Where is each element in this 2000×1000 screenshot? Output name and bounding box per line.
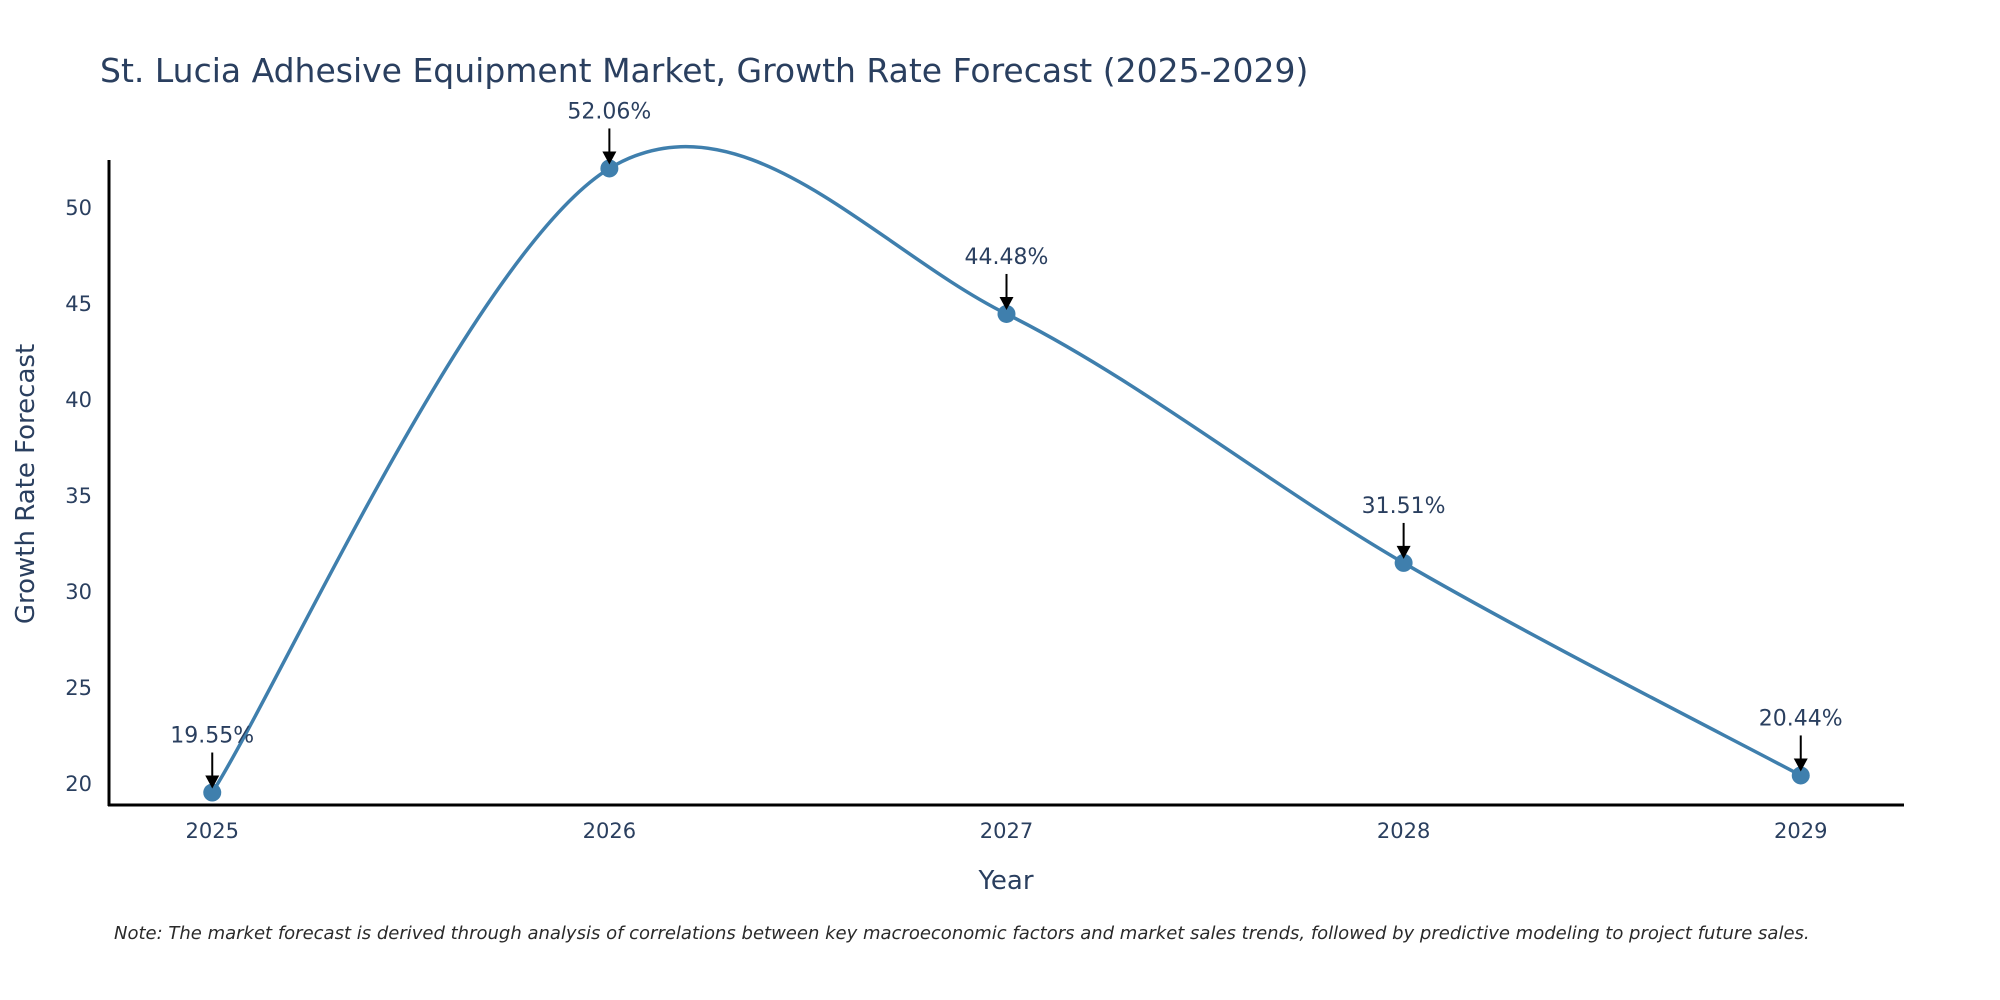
data-label: 44.48%	[965, 245, 1049, 270]
y-axis-title: Growth Rate Forecast	[11, 344, 41, 624]
annotation-arrow-head	[999, 296, 1014, 310]
y-tick-label: 20	[65, 772, 92, 796]
data-label: 19.55%	[170, 724, 254, 749]
data-annotation: 31.51%	[1362, 494, 1446, 559]
footnote: Note: The market forecast is derived thr…	[114, 923, 1810, 944]
y-axis-ticks: 20 25 30 35 40 45 50	[65, 196, 92, 796]
data-point	[203, 783, 222, 802]
data-label: 52.06%	[567, 99, 651, 124]
y-tick-label: 25	[65, 676, 92, 700]
x-tick-label: 2027	[980, 819, 1033, 843]
y-tick-label: 30	[65, 580, 92, 604]
x-tick-label: 2028	[1377, 819, 1430, 843]
series-line	[210, 145, 1802, 794]
x-tick-label: 2029	[1774, 819, 1827, 843]
x-axis-ticks: 2025 2026 2027 2028 2029	[186, 819, 1828, 843]
data-point	[997, 304, 1016, 323]
chart-title: St. Lucia Adhesive Equipment Market, Gro…	[100, 51, 1308, 90]
data-label: 31.51%	[1362, 494, 1446, 519]
data-annotation: 19.55%	[170, 724, 254, 789]
data-point	[1791, 766, 1810, 785]
data-annotation: 20.44%	[1759, 706, 1843, 772]
data-point	[1394, 553, 1413, 572]
x-tick-label: 2025	[186, 819, 239, 843]
x-axis-title: Year	[977, 866, 1033, 896]
annotation-arrow-head	[1396, 545, 1411, 559]
annotation-arrow-head	[1793, 758, 1808, 772]
data-annotation: 52.06%	[567, 99, 651, 165]
y-tick-label: 35	[65, 484, 92, 508]
annotation-arrow-head	[205, 775, 220, 789]
y-tick-label: 40	[65, 388, 92, 412]
data-label: 20.44%	[1759, 706, 1843, 731]
x-tick-label: 2026	[583, 819, 636, 843]
y-tick-label: 50	[65, 196, 92, 220]
y-tick-label: 45	[65, 292, 92, 316]
data-annotations: 19.55% 52.06% 44.48% 31.51% 20.44%	[170, 99, 1843, 789]
annotation-arrow-head	[602, 151, 617, 165]
data-point	[600, 159, 619, 178]
data-annotation: 44.48%	[965, 245, 1049, 310]
data-markers	[203, 159, 1810, 802]
